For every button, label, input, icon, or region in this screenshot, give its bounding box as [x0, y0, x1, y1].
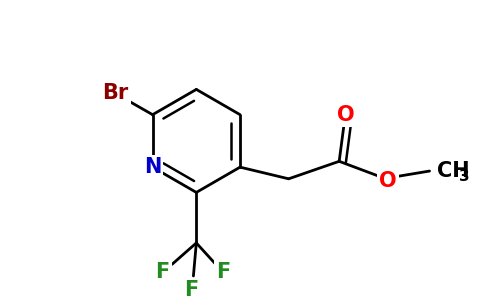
Text: N: N [144, 157, 161, 177]
Text: F: F [184, 280, 198, 300]
Text: CH: CH [438, 161, 470, 181]
Text: O: O [337, 105, 355, 125]
Text: F: F [155, 262, 169, 282]
Text: 3: 3 [459, 169, 469, 184]
Text: O: O [379, 171, 396, 191]
Text: F: F [216, 262, 231, 282]
Text: Br: Br [103, 83, 129, 103]
